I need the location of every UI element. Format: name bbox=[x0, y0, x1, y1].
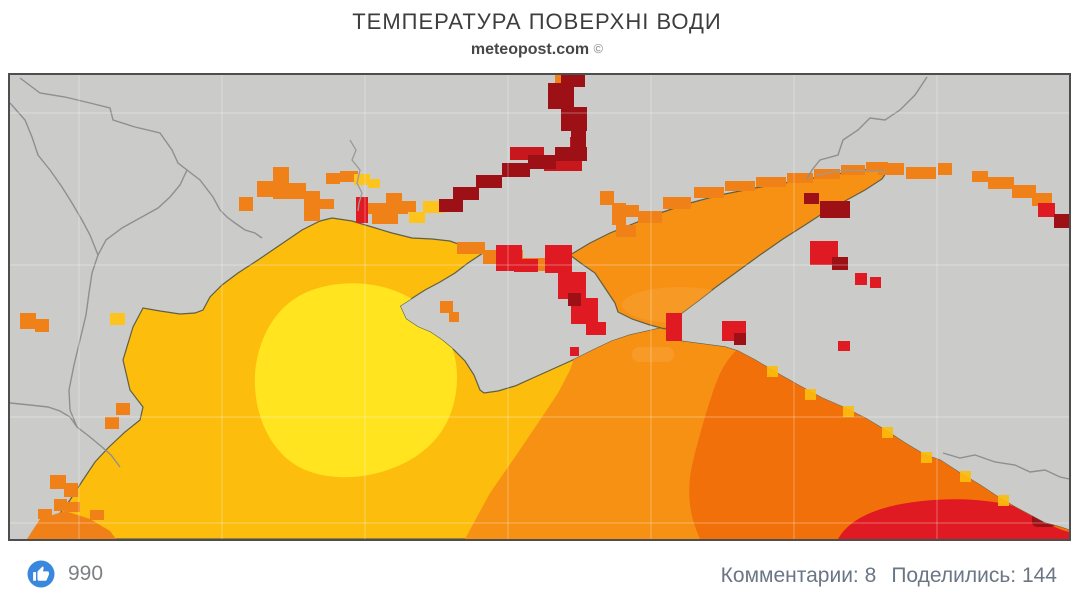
dark-red-river-pixels bbox=[439, 75, 1069, 345]
copyright-icon: © bbox=[593, 41, 604, 56]
caucasus-coast-fringe bbox=[767, 366, 1009, 506]
map-attribution: meteopost.com © bbox=[0, 41, 1074, 59]
map-canvas bbox=[10, 75, 1069, 539]
zone-red-southeast bbox=[838, 499, 1069, 539]
warm-notch-feodosia bbox=[632, 347, 674, 362]
likes-count: 990 bbox=[68, 562, 104, 585]
page-title: ТЕМПЕРАТУРА ПОВЕРХНІ ВОДИ bbox=[352, 9, 722, 34]
zone-hot-yellow-west bbox=[254, 283, 458, 478]
hot-red-pixels bbox=[356, 197, 1055, 356]
comments-count: 8 bbox=[864, 564, 877, 587]
bulgarian-coast-warm-wedge bbox=[27, 502, 116, 539]
country-borders bbox=[10, 76, 1069, 480]
azov-sea bbox=[568, 166, 892, 330]
comments-link[interactable]: Комментарии: 8 bbox=[720, 564, 877, 587]
shares-link[interactable]: Поделились: 144 bbox=[891, 564, 1057, 587]
like-icon bbox=[27, 560, 55, 588]
shares-count: 144 bbox=[1021, 564, 1057, 587]
river-lines bbox=[349, 139, 887, 212]
like-button[interactable]: 990 bbox=[27, 560, 103, 588]
graticule-grid bbox=[10, 75, 1069, 539]
thumbs-up-icon bbox=[33, 566, 49, 581]
sea-temperature-map[interactable] bbox=[8, 73, 1071, 541]
attribution-source: meteopost.com bbox=[470, 41, 590, 58]
post-stats: Комментарии: 8 Поделились: 144 bbox=[721, 564, 1057, 588]
